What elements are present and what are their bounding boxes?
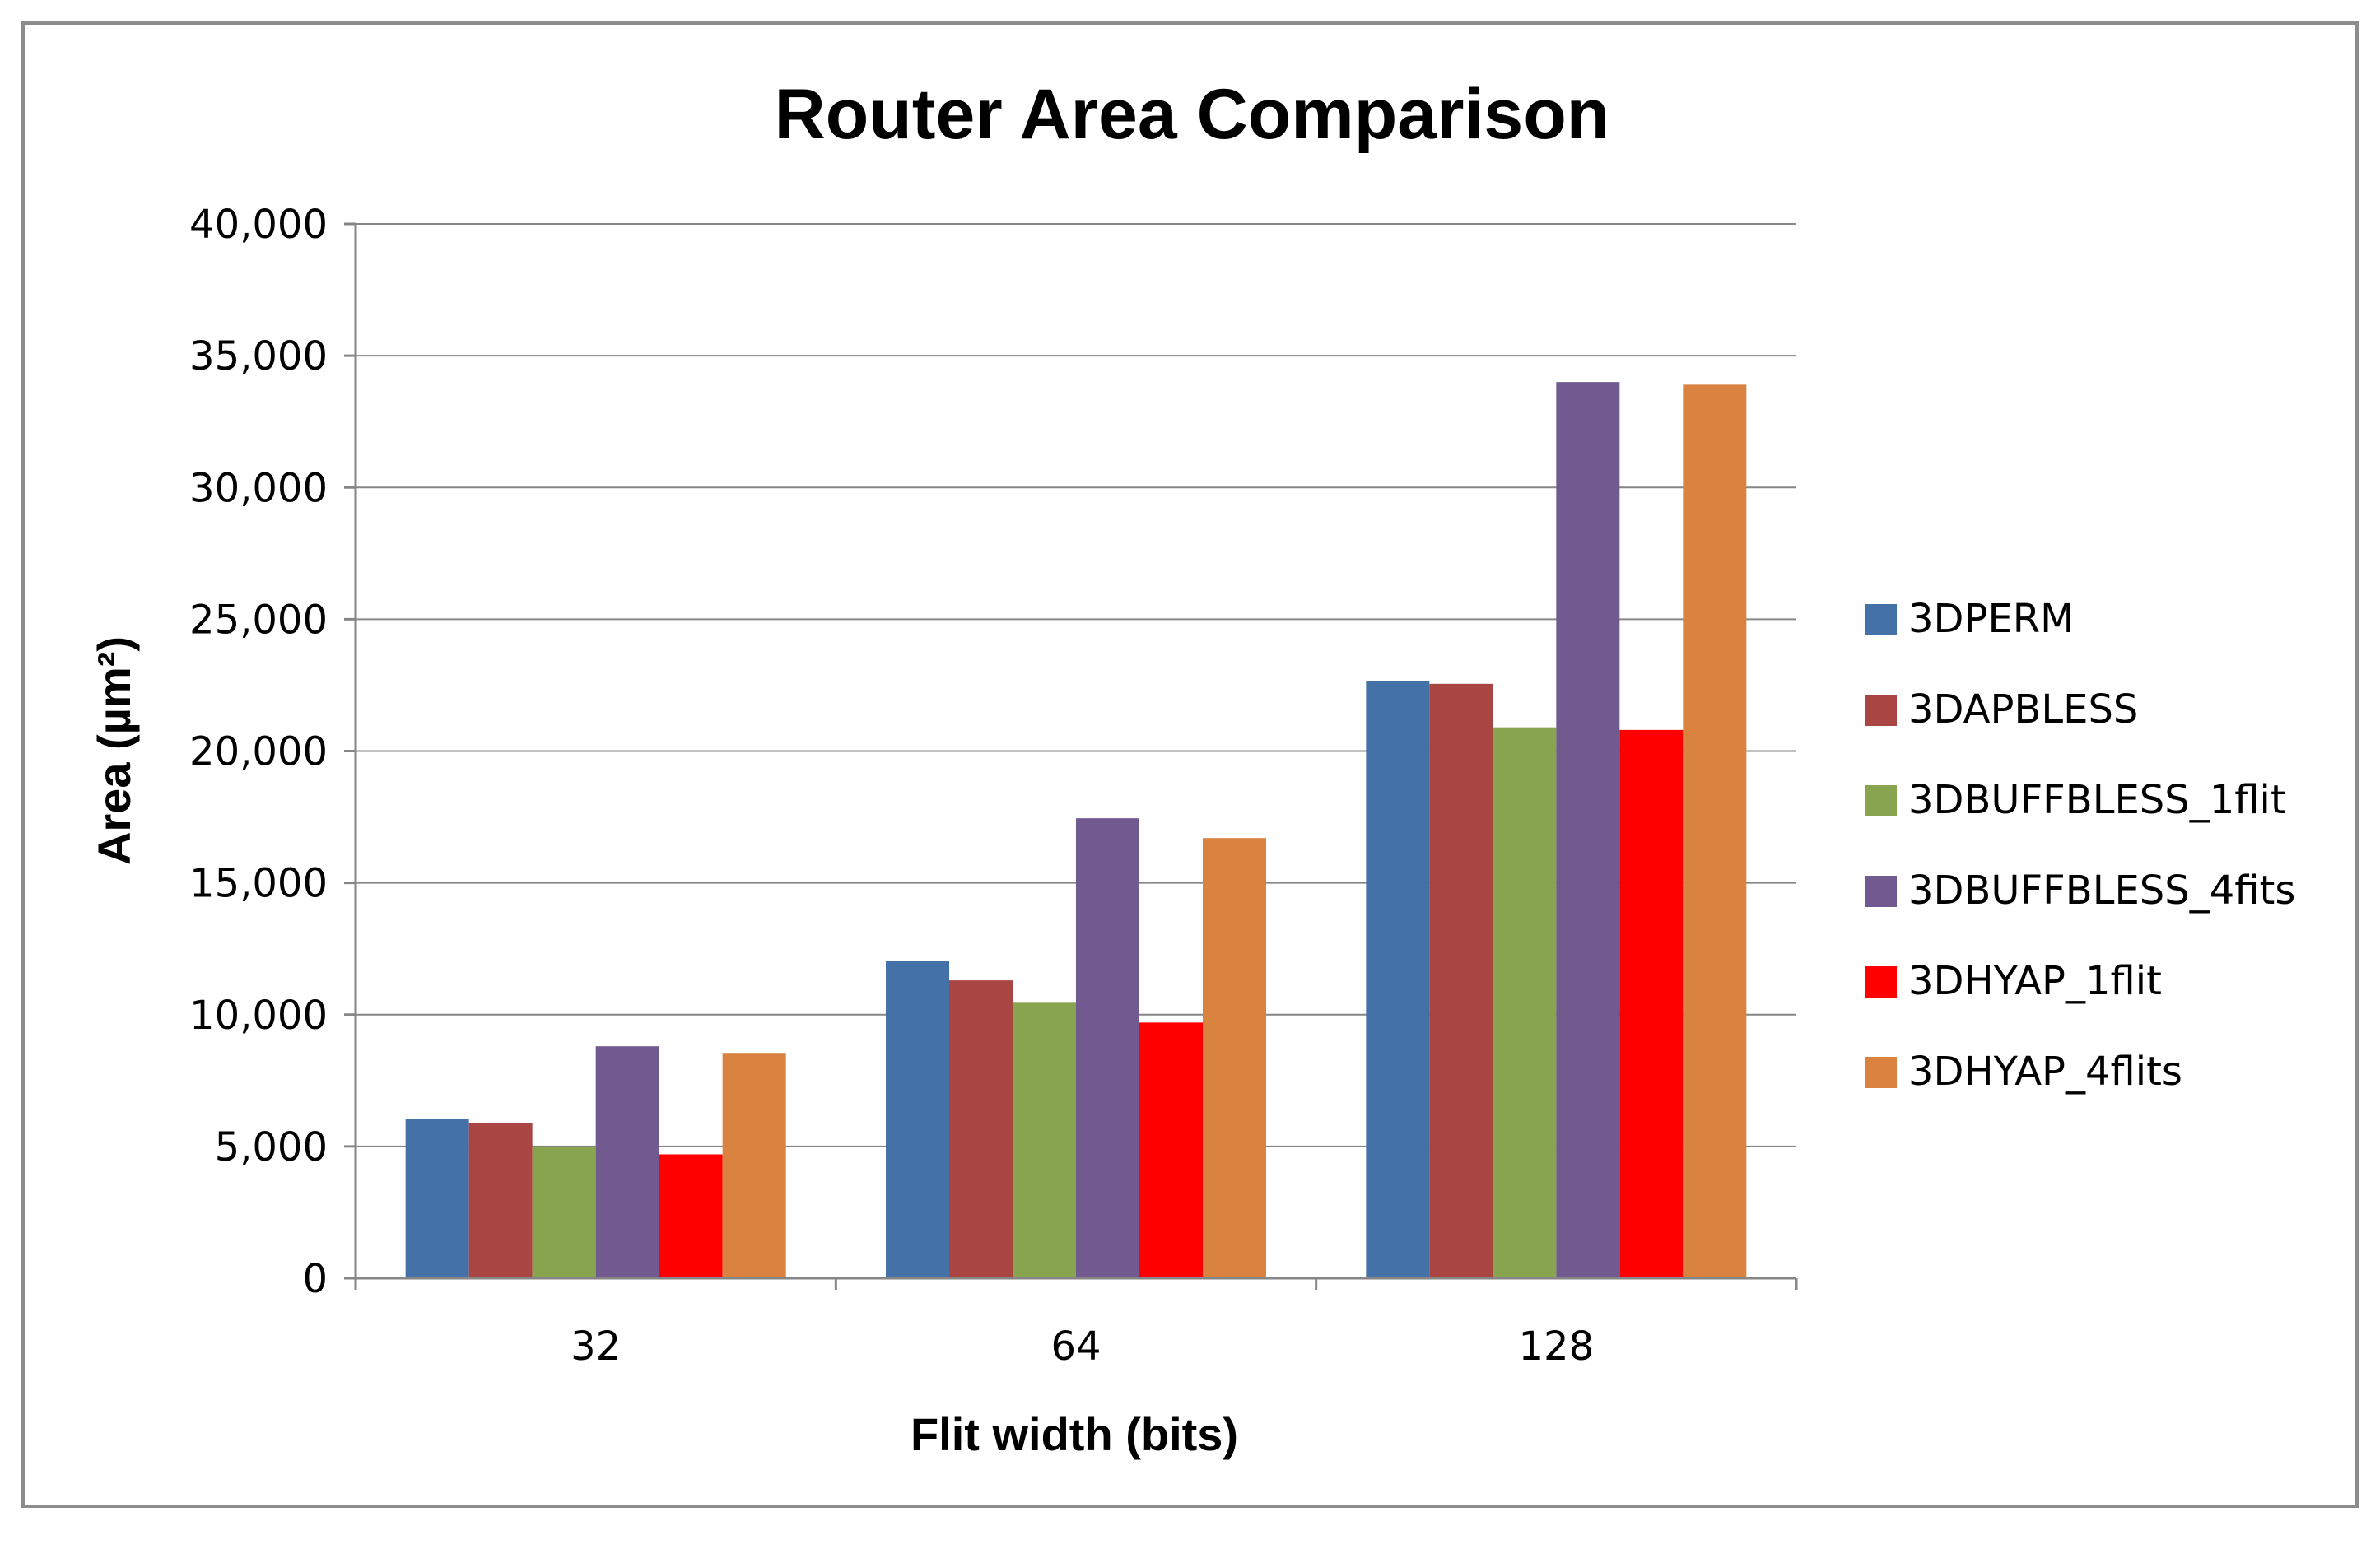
y-tick-label: 15,000 (189, 861, 328, 907)
legend-swatch (1865, 695, 1897, 726)
legend-swatch (1865, 785, 1897, 816)
bar-3dhyap-1flit-32 (659, 1154, 723, 1278)
bar-3dbuffbless-1flit-64 (1013, 1002, 1076, 1278)
bar-3dbuffbless-4fits-64 (1076, 818, 1139, 1278)
y-axis-title: Area (µm²) (88, 636, 140, 865)
x-axis-tick-labels: 32 64 128 (354, 1278, 1798, 1370)
bar-3dbuffbless-4fits-32 (595, 1046, 659, 1278)
chart-title: Router Area Comparison (775, 75, 1610, 154)
legend: 3DPERM 3DAPBLESS 3DBUFFBLESS_1flit 3DBUFFBL… (1865, 596, 2295, 1095)
legend-swatch (1865, 876, 1897, 907)
bar-3dperm-128 (1366, 681, 1430, 1278)
legend-swatch (1865, 966, 1897, 998)
x-tick-label: 64 (1050, 1323, 1101, 1370)
legend-swatch (1865, 1057, 1897, 1088)
x-tick-label: 128 (1519, 1323, 1595, 1370)
y-tick-label: 5,000 (215, 1124, 328, 1170)
bar-3dperm-32 (405, 1119, 469, 1278)
bar-3dhyap-4flits-128 (1683, 384, 1747, 1278)
y-axis-tick-labels: 0 5,000 10,000 15,000 20,000 25,000 30,000 35,0… (189, 202, 356, 1302)
y-tick-label: 40,000 (189, 202, 328, 248)
bar-3dhyap-1flit-128 (1619, 729, 1684, 1278)
y-tick-label: 20,000 (189, 729, 328, 775)
legend-label: 3DPERM (1908, 596, 2075, 642)
y-tick-label: 25,000 (189, 597, 328, 643)
bar-3dhyap-4flits-64 (1203, 838, 1266, 1278)
bar-3dapbless-64 (949, 980, 1013, 1278)
bar-3dapbless-128 (1429, 683, 1493, 1278)
y-tick-label: 10,000 (189, 993, 328, 1039)
bar-3dbuffbless-1flit-128 (1493, 727, 1557, 1278)
bar-3dperm-64 (886, 961, 949, 1278)
legend-label: 3DBUFFBLESS_1flit (1908, 777, 2286, 823)
bar-3dbuffbless-4fits-128 (1556, 382, 1620, 1278)
bar-3dhyap-4flits-32 (722, 1053, 786, 1278)
legend-label: 3DHYAP_4flits (1908, 1049, 2182, 1095)
bar-3dhyap-1flit-64 (1139, 1022, 1203, 1278)
x-tick-label: 32 (571, 1323, 621, 1370)
legend-label: 3DBUFFBLESS_4fits (1908, 868, 2295, 914)
y-tick-label: 0 (302, 1256, 328, 1302)
x-axis-title: Flit width (bits) (911, 1408, 1238, 1460)
legend-swatch (1865, 604, 1897, 635)
bars (405, 382, 1747, 1278)
legend-label: 3DAPBLESS (1908, 686, 2138, 733)
bar-3dapbless-32 (468, 1123, 533, 1278)
bar-3dbuffbless-1flit-32 (532, 1146, 596, 1278)
legend-label: 3DHYAP_1flit (1908, 958, 2162, 1004)
y-tick-label: 30,000 (189, 465, 328, 511)
y-tick-label: 35,000 (189, 333, 328, 379)
